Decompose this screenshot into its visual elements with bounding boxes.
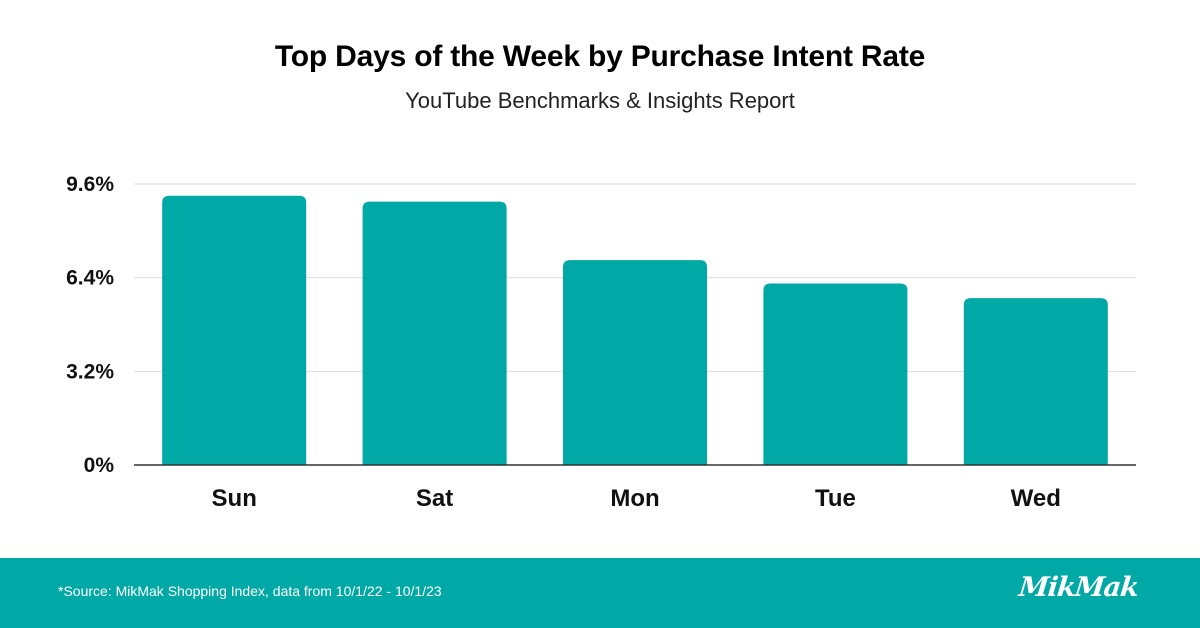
y-tick-label: 9.6% bbox=[66, 173, 114, 196]
chart-subtitle: YouTube Benchmarks & Insights Report bbox=[405, 88, 795, 113]
bar-sat bbox=[362, 201, 507, 465]
x-category-label: Sat bbox=[416, 485, 453, 512]
mikmak-logo: MikMak bbox=[1017, 572, 1140, 603]
x-axis-labels: Sun Sat Mon Tue Wed bbox=[212, 485, 1061, 512]
y-axis-ticks: 0% 3.2% 6.4% 9.6% bbox=[66, 173, 114, 477]
x-category-label: Wed bbox=[1011, 485, 1061, 512]
y-tick-label: 3.2% bbox=[66, 360, 114, 383]
bar-tue bbox=[763, 283, 908, 465]
bar-mon bbox=[563, 260, 707, 465]
source-note: *Source: MikMak Shopping Index, data fro… bbox=[58, 583, 442, 599]
bars bbox=[162, 195, 1108, 466]
footer-band: *Source: MikMak Shopping Index, data fro… bbox=[0, 558, 1200, 628]
bar-chart: 0% 3.2% 6.4% 9.6% Sun Sat Mon Tue Wed bbox=[66, 173, 1136, 512]
y-tick-label: 6.4% bbox=[66, 267, 114, 290]
x-category-label: Mon bbox=[610, 485, 659, 512]
chart-title: Top Days of the Week by Purchase Intent … bbox=[274, 40, 926, 73]
bar-sun bbox=[162, 195, 307, 466]
x-category-label: Tue bbox=[815, 485, 856, 512]
bar-wed bbox=[963, 298, 1108, 465]
x-category-label: Sun bbox=[212, 485, 257, 512]
y-tick-label: 0% bbox=[84, 454, 115, 477]
